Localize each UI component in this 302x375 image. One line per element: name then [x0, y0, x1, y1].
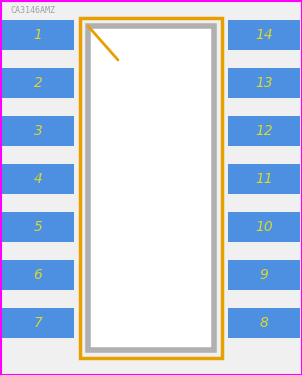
Bar — [2, 164, 74, 194]
Bar — [228, 68, 300, 98]
Text: 4: 4 — [34, 172, 43, 186]
Text: 10: 10 — [255, 220, 273, 234]
Bar — [228, 308, 300, 338]
Text: 5: 5 — [34, 220, 43, 234]
Bar — [228, 20, 300, 50]
Bar — [228, 212, 300, 242]
Text: 14: 14 — [255, 28, 273, 42]
Bar — [2, 308, 74, 338]
Bar — [228, 116, 300, 146]
Text: CA3146AMZ: CA3146AMZ — [10, 6, 55, 15]
Text: 7: 7 — [34, 316, 43, 330]
Text: 3: 3 — [34, 124, 43, 138]
Text: 8: 8 — [259, 316, 268, 330]
FancyBboxPatch shape — [88, 26, 214, 350]
Bar — [228, 164, 300, 194]
Text: 6: 6 — [34, 268, 43, 282]
Bar — [2, 68, 74, 98]
Bar — [228, 260, 300, 290]
Text: 9: 9 — [259, 268, 268, 282]
Bar — [2, 20, 74, 50]
Text: 2: 2 — [34, 76, 43, 90]
Text: 13: 13 — [255, 76, 273, 90]
Bar — [2, 260, 74, 290]
Bar — [80, 18, 222, 358]
Text: 11: 11 — [255, 172, 273, 186]
Text: 12: 12 — [255, 124, 273, 138]
Bar — [2, 116, 74, 146]
Text: 1: 1 — [34, 28, 43, 42]
Bar — [2, 212, 74, 242]
